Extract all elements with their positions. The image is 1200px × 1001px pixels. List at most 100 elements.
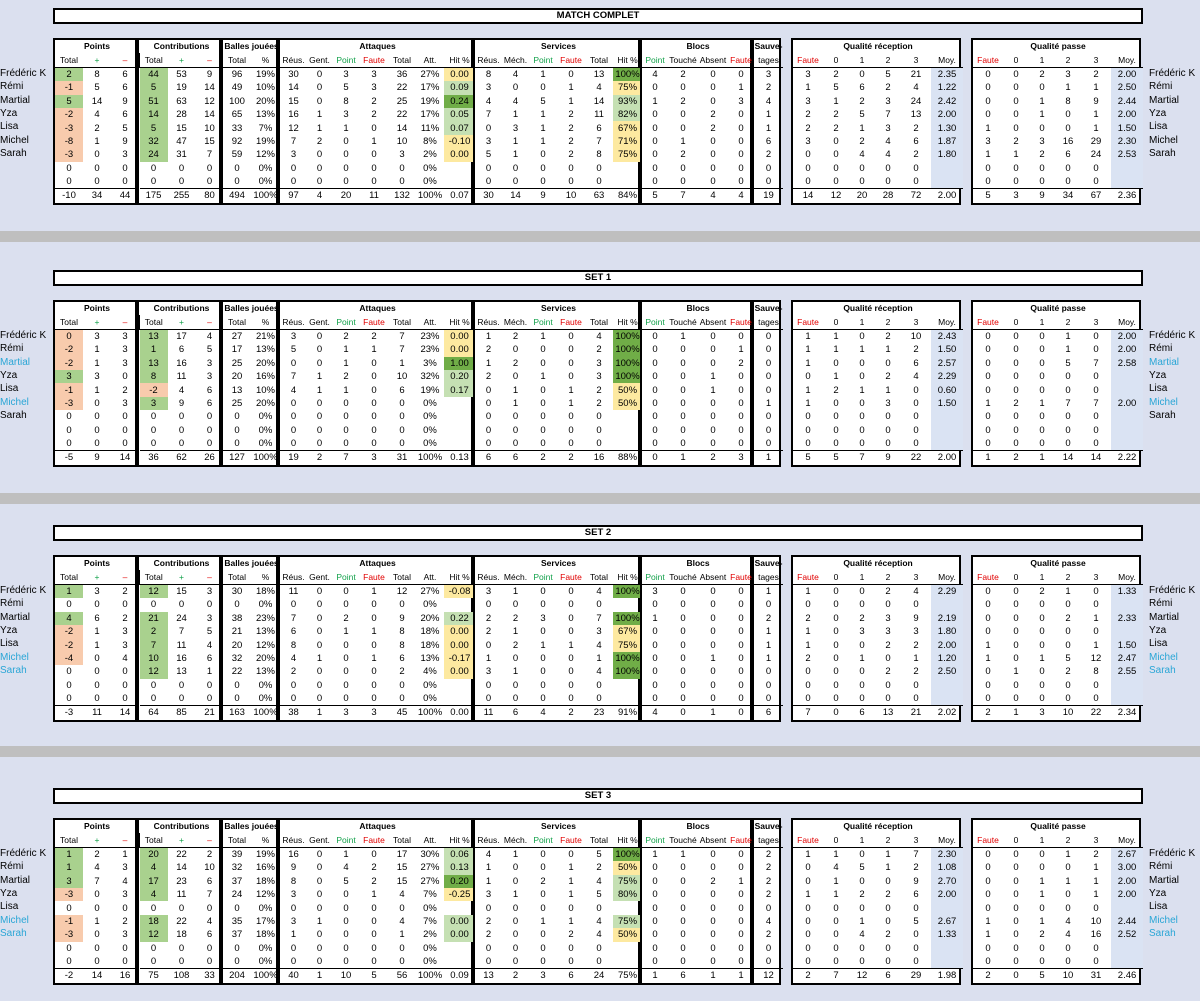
stat-cell: 0 (913, 902, 919, 914)
stat-cell: 0 (150, 424, 157, 436)
stat-cell: 0 (316, 626, 323, 638)
stat-cell: 2 (343, 330, 349, 342)
column-header: Réus. (280, 53, 307, 68)
stat-cell: 0 (1065, 411, 1071, 423)
stat-cell: 0 (234, 438, 240, 450)
total-cell: 5 (642, 188, 668, 203)
stat-cell: 0 (1039, 357, 1045, 369)
stat-cell: 0 (316, 397, 323, 409)
column-header: – (111, 53, 140, 68)
total-cell: 6 (849, 705, 875, 720)
stat-cell: 0 (652, 862, 658, 874)
stat-cell: 1 (833, 344, 839, 356)
player-row: 21 24 3 (139, 611, 224, 625)
stat-cell: 0 (371, 693, 377, 705)
stat-cell: 4 (1065, 929, 1071, 941)
column-header: 2 (1055, 53, 1081, 68)
stat-cell: 5 (94, 82, 100, 94)
stat-cell: 0 (985, 626, 991, 638)
stat-cell: 0 (805, 149, 811, 161)
stat-cell: 0 (540, 862, 546, 874)
total-row: 19 (754, 188, 783, 203)
stat-cell: 3 (290, 149, 297, 161)
stat-cell: 2 (913, 639, 919, 651)
stat-cell: 2 (833, 384, 839, 396)
stat-cell: 1 (833, 875, 839, 887)
stat-cell: 17 (396, 848, 408, 860)
section-title: SET 2 (53, 525, 1143, 541)
total-row: 64 85 21 (139, 705, 224, 720)
stat-cell: 0 (985, 330, 991, 342)
stat-cell: 0% (258, 599, 273, 611)
stat-cell: 12 (139, 928, 168, 942)
stat-cell: 2.57 (931, 356, 964, 370)
stat-cell: 0 (710, 344, 716, 356)
stat-cell: 0 (710, 424, 716, 436)
stat-cell: 3 (122, 639, 128, 651)
stat-cell: 19% (255, 848, 275, 860)
stat-cell: 0 (596, 942, 602, 954)
stat-cell: 22 (231, 666, 243, 678)
stat-cell: 6 (206, 875, 213, 887)
player-row: 3 1 0 1 5 80% (475, 887, 643, 902)
stat-cell: 20% (420, 612, 440, 624)
column-header: Faute (557, 570, 585, 585)
stat-cell: 3 (122, 626, 128, 638)
player-row: 2 (754, 861, 783, 874)
stat-cell: 1 (1093, 889, 1099, 901)
player-names-left: Frédéric K Rémi Martial Yza Lisa Michel Sarah (0, 847, 52, 941)
column-header: 1 (849, 570, 875, 585)
stat-cell: 0 (859, 68, 865, 80)
stat-cell: 3 (55, 874, 83, 888)
stat-cell: 2 (1013, 135, 1019, 147)
column-header: Point (642, 833, 668, 848)
stat-cell: 0 (652, 424, 658, 436)
column-header: Faute (360, 833, 388, 848)
stat-cell: 0 (1039, 162, 1045, 174)
column-header: Att. (416, 570, 444, 585)
stat-cell: 1 (1065, 848, 1071, 860)
player-row: 3 1 1 2 7 71% (475, 134, 643, 149)
stat-cell: 0 (596, 679, 602, 691)
stat-cell: 0 (371, 915, 377, 927)
stat-cell: 0 (343, 411, 349, 423)
player-row: 0 (754, 598, 783, 611)
stat-cell: 0 (1039, 639, 1045, 651)
column-header: Point (529, 53, 557, 68)
stat-cell: 2 (765, 929, 772, 941)
stat-cell: 0 (1013, 438, 1019, 450)
column-header: Gent. (307, 315, 332, 330)
total-cell: 1 (642, 968, 668, 983)
total-cell: 5 (1029, 968, 1055, 983)
stat-cell: 0 (738, 397, 744, 409)
total-cell: 7 (849, 450, 875, 465)
player-row: 0 0 1 0 5 2.67 (793, 914, 964, 929)
stat-cell: 0 (1093, 599, 1099, 611)
stat-cell: 0 (710, 162, 716, 174)
stat-cell: 0 (738, 438, 744, 450)
player-row: 0 4 5 1 2 1.08 (793, 861, 964, 875)
total-cell: 10 (557, 188, 585, 203)
player-row: 5 19 14 (139, 81, 224, 95)
player-row: 0 (754, 665, 783, 678)
total-cell: 34 (1055, 188, 1081, 203)
player-row: 0 0 0 0 0 0% (280, 162, 475, 175)
stat-cell: 17% (255, 915, 275, 927)
stat-cell: 4 (485, 848, 492, 860)
stat-cell: 0 (568, 68, 574, 80)
services-table: Services Réus. Méch. Point Faute Total Hit % 3 1… (473, 555, 643, 722)
total-cell: 11 (83, 705, 111, 720)
player-row: 1 0 0 0 1 100% (475, 651, 643, 666)
stat-cell: 96 (231, 68, 243, 80)
stat-cell: 0 (290, 902, 297, 914)
